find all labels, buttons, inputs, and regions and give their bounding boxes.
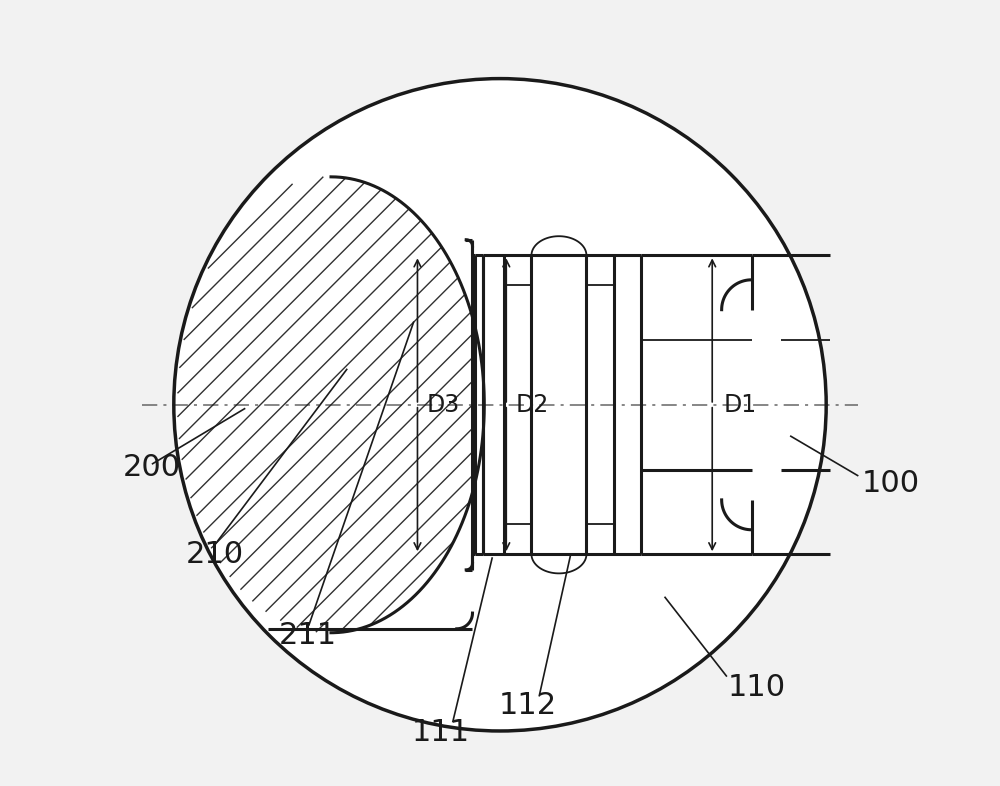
Text: 110: 110 <box>728 674 786 702</box>
Text: 210: 210 <box>186 540 244 568</box>
Text: D2: D2 <box>516 393 549 417</box>
Text: D3: D3 <box>427 393 460 417</box>
Text: D1: D1 <box>724 393 757 417</box>
Text: 211: 211 <box>278 621 336 649</box>
Text: 100: 100 <box>862 469 920 498</box>
Text: 111: 111 <box>412 718 470 747</box>
Text: 112: 112 <box>498 692 557 720</box>
Text: 200: 200 <box>123 454 181 482</box>
Circle shape <box>174 79 826 731</box>
